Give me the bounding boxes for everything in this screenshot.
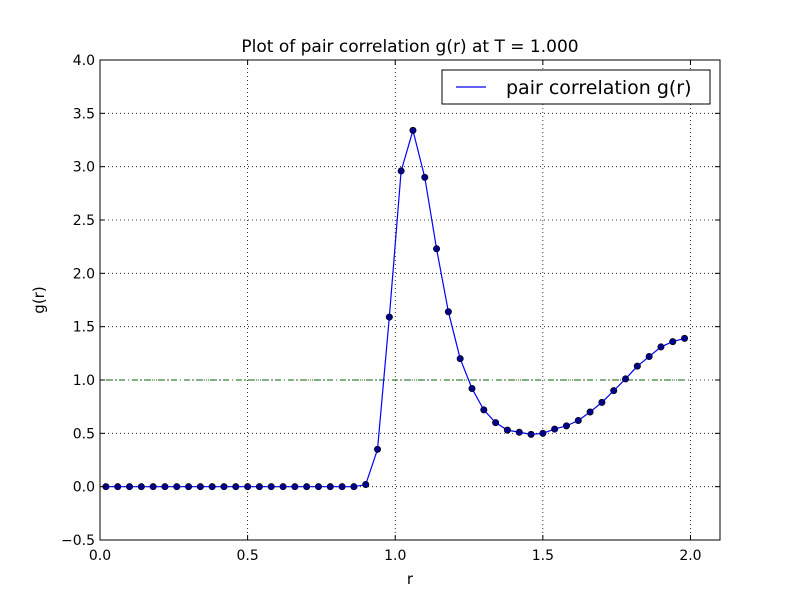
data-point-10: [220, 483, 228, 491]
data-point-3: [137, 483, 145, 491]
data-point-41: [586, 408, 594, 416]
data-point-13: [255, 483, 263, 491]
x-tick-label-1: 0.5: [236, 548, 258, 564]
data-point-45: [633, 362, 641, 370]
data-point-1: [114, 483, 122, 491]
y-tick-label-2: 0.5: [73, 426, 95, 442]
y-tick-label-1: 0.0: [73, 480, 95, 496]
data-point-47: [657, 343, 665, 351]
data-point-9: [208, 483, 216, 491]
data-point-19: [326, 483, 334, 491]
chart-title: Plot of pair correlation g(r) at T = 1.0…: [241, 37, 578, 57]
data-point-43: [610, 387, 618, 395]
y-tick-label-3: 1.0: [73, 373, 95, 389]
y-tick-labels: −0.5 0.0 0.5 1.0 1.5 2.0 2.5 3.0 3.5 4.0: [61, 53, 95, 549]
data-point-5: [161, 483, 169, 491]
data-point-27: [421, 173, 429, 181]
data-point-26: [409, 126, 417, 134]
x-axis-label: r: [407, 570, 414, 588]
data-point-12: [244, 483, 252, 491]
data-point-15: [279, 483, 287, 491]
y-tick-label-5: 2.0: [73, 266, 95, 282]
x-tick-labels: 0.0 0.5 1.0 1.5 2.0: [89, 548, 702, 564]
y-tick-label-6: 2.5: [73, 213, 95, 229]
data-point-21: [350, 483, 358, 491]
x-tick-label-2: 1.0: [384, 548, 406, 564]
data-point-24: [385, 313, 393, 321]
x-tick-label-3: 1.5: [532, 548, 554, 564]
data-point-8: [196, 483, 204, 491]
data-point-33: [492, 419, 500, 427]
y-tick-label-8: 3.5: [73, 106, 95, 122]
data-point-14: [267, 483, 275, 491]
data-point-2: [126, 483, 134, 491]
data-point-20: [338, 483, 346, 491]
data-point-17: [303, 483, 311, 491]
y-tick-label-0: −0.5: [61, 533, 95, 549]
data-point-37: [539, 429, 547, 437]
data-point-39: [562, 422, 570, 430]
data-point-38: [551, 425, 559, 433]
x-tick-label-0: 0.0: [89, 548, 111, 564]
data-point-30: [456, 355, 464, 363]
data-point-34: [503, 426, 511, 434]
data-point-35: [515, 428, 523, 436]
data-point-46: [645, 353, 653, 361]
y-axis-label: g(r): [30, 286, 48, 313]
data-point-7: [185, 483, 193, 491]
data-point-44: [622, 375, 630, 383]
data-point-49: [681, 334, 689, 342]
data-point-11: [232, 483, 240, 491]
data-point-28: [433, 245, 441, 253]
legend-label: pair correlation g(r): [506, 77, 692, 99]
legend-box: [441, 69, 711, 105]
y-tick-label-7: 3.0: [73, 160, 95, 176]
y-tick-label-9: 4.0: [73, 53, 95, 69]
data-point-23: [374, 445, 382, 453]
data-point-16: [291, 483, 299, 491]
data-point-31: [468, 385, 476, 393]
data-point-36: [527, 430, 535, 438]
ticks: [99, 59, 720, 541]
data-point-6: [173, 483, 181, 491]
data-point-25: [397, 167, 405, 175]
data-point-42: [598, 398, 606, 406]
data-point-22: [362, 481, 370, 489]
data-point-48: [669, 338, 677, 346]
series-group: [102, 126, 689, 491]
x-tick-label-4: 2.0: [679, 548, 701, 564]
data-point-40: [574, 417, 582, 425]
y-tick-label-4: 1.5: [73, 320, 95, 336]
data-point-29: [444, 308, 452, 316]
data-point-18: [314, 483, 322, 491]
data-point-4: [149, 483, 157, 491]
legend: pair correlation g(r): [441, 69, 711, 105]
plot-frame: [99, 59, 721, 541]
data-point-32: [480, 406, 488, 414]
